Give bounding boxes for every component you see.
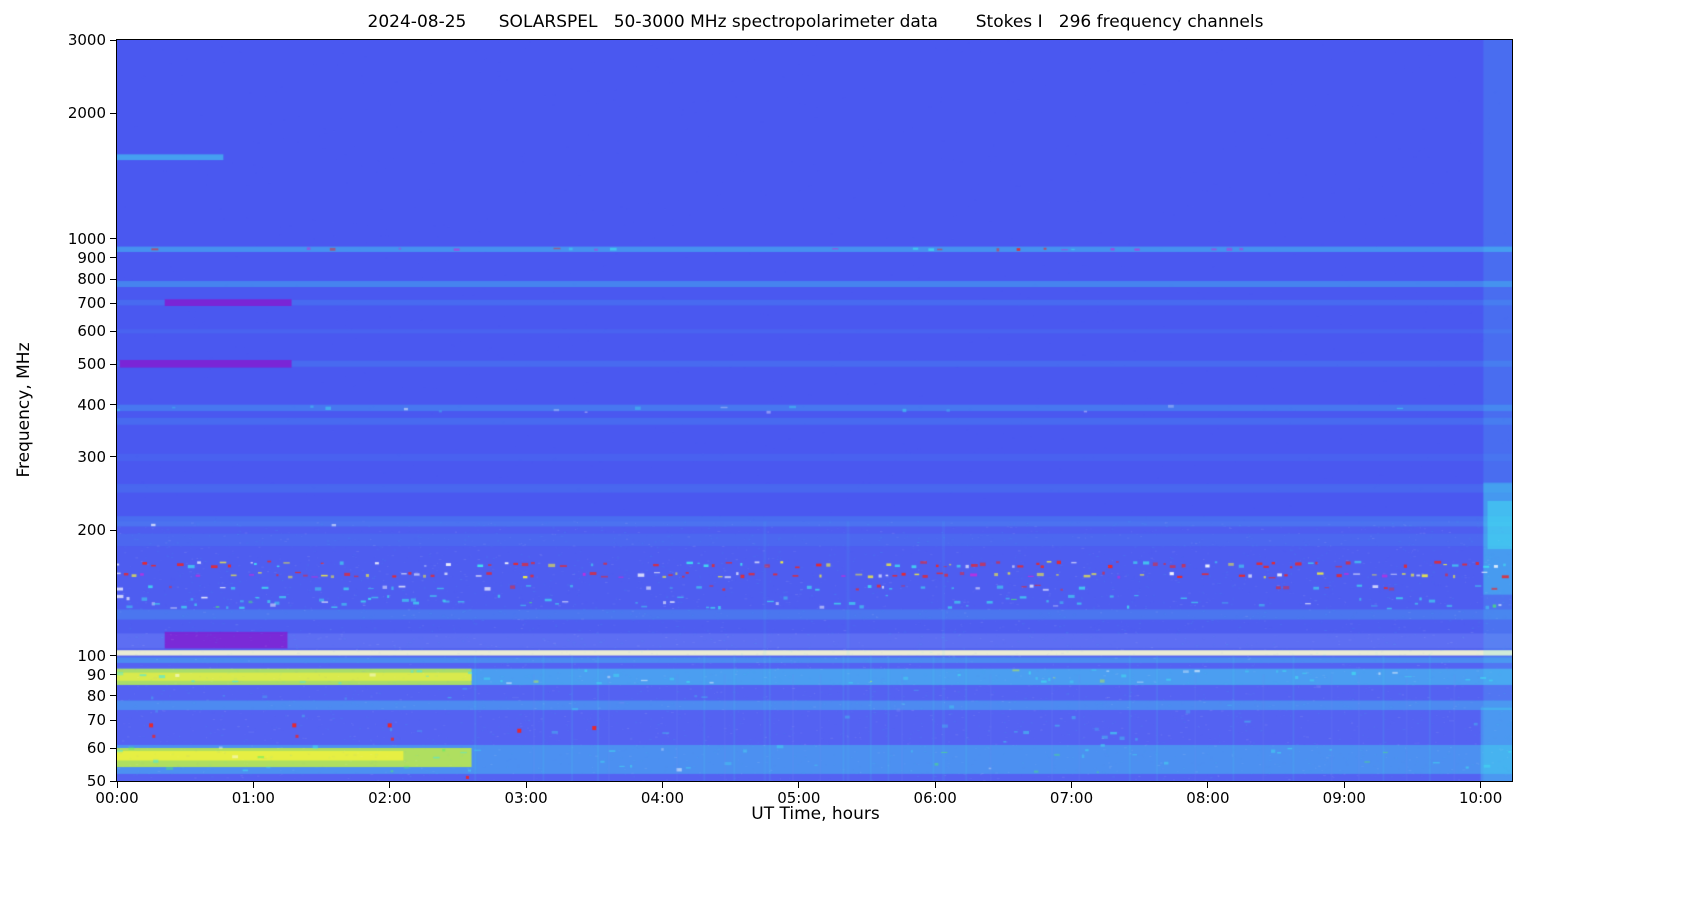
x-tick-mark (252, 782, 254, 788)
x-tick-mark (1343, 782, 1345, 788)
chart-title: 2024-08-25 SOLARSPEL 50-3000 MHz spectro… (367, 12, 1264, 32)
x-tick-mark (798, 782, 800, 788)
y-tick-label: 900 (77, 248, 106, 267)
x-tick-mark (1480, 782, 1482, 788)
x-tick-mark (934, 782, 936, 788)
x-tick-mark (661, 782, 663, 788)
y-tick-label: 50 (86, 772, 106, 790)
y-tick-label: 60 (86, 739, 106, 757)
y-tick-label: 3000 (67, 31, 106, 49)
y-tick-label: 1000 (67, 229, 106, 248)
y-tick-label: 80 (86, 686, 106, 705)
x-axis-label: UT Time, hours (751, 804, 880, 824)
y-tick-label: 70 (86, 711, 106, 730)
y-tick-label: 600 (77, 322, 106, 341)
x-tick-mark (525, 782, 527, 788)
y-tick-label: 100 (77, 646, 106, 665)
plot-area (116, 39, 1513, 782)
y-tick-label: 90 (86, 665, 106, 684)
x-tick-mark (1207, 782, 1209, 788)
y-tick-label: 200 (77, 521, 106, 540)
x-tick-mark (389, 782, 391, 788)
y-tick-label: 800 (77, 270, 106, 289)
x-tick-mark (116, 782, 118, 788)
y-tick-label: 700 (77, 294, 106, 313)
x-tick-mark (1071, 782, 1073, 788)
y-tick-label: 2000 (67, 104, 106, 123)
y-axis-label: Frequency, MHz (14, 342, 34, 478)
spectrogram-canvas (117, 40, 1512, 781)
